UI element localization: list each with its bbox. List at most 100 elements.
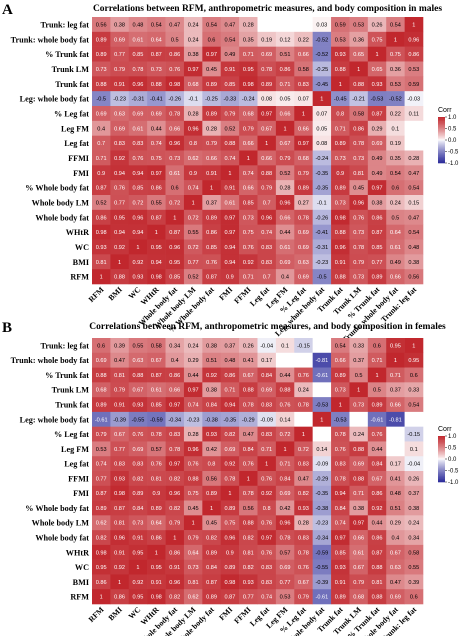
heatmap-cell: [110, 456, 130, 472]
cell-value-label: 0.57: [151, 447, 162, 453]
heatmap-cell: [202, 135, 222, 151]
cell-value-label: 0.76: [133, 156, 144, 162]
cell-value-label: 0.38: [114, 22, 125, 28]
heatmap-cell: [257, 224, 277, 240]
legend-colorbar-segment: [438, 129, 445, 132]
heatmap-cell: [331, 500, 350, 516]
heatmap-cell: [239, 165, 258, 181]
cell-value-label: 0.76: [353, 215, 364, 221]
cell-value-label: 0.48: [390, 491, 401, 497]
heatmap-cell: [239, 589, 258, 605]
column-tick-label: RFM: [87, 285, 106, 304]
cell-value-label: 0.71: [280, 82, 291, 88]
heatmap-cell: [110, 195, 130, 211]
cell-value-label: 0.9: [336, 171, 344, 177]
cell-value-label: 1: [357, 67, 360, 73]
heatmap-cell: [331, 46, 350, 62]
legend-colorbar-segment: [438, 125, 445, 127]
heatmap-cell: [92, 254, 111, 270]
cell-value-label: 0.88: [224, 141, 235, 147]
heatmap-cell: [183, 485, 203, 501]
heatmap-cell: [239, 180, 258, 196]
heatmap-cell: [239, 91, 258, 107]
heatmap-cell: [312, 135, 332, 151]
cell-value-label: 0.34: [169, 343, 180, 349]
heatmap-cell: [165, 239, 185, 255]
cell-value-label: 0.66: [169, 388, 180, 394]
row-tick-label: WC: [75, 243, 89, 252]
legend-colorbar-segment: [438, 144, 445, 147]
cell-value-label: 0.86: [96, 215, 107, 221]
heatmap-cell: [202, 397, 222, 413]
heatmap-cell: [165, 397, 185, 413]
heatmap-cell: [367, 269, 387, 285]
heatmap-cell: [239, 239, 258, 255]
heatmap-cell: [331, 382, 350, 398]
cell-value-label: 0.54: [206, 22, 217, 28]
heatmap-cell: [257, 471, 277, 487]
cell-value-label: 0.52: [96, 200, 107, 206]
cell-value-label: 0.94: [224, 260, 235, 266]
cell-value-label: -0.53: [334, 417, 347, 423]
heatmap-cell: [239, 471, 258, 487]
heatmap-cell: [294, 559, 313, 575]
heatmap-cell: [386, 559, 405, 575]
cell-value-label: -0.61: [315, 373, 328, 379]
cell-value-label: 1: [357, 388, 360, 394]
heatmap-cell: [165, 426, 185, 442]
cell-value-label: 0.93: [96, 245, 107, 251]
heatmap-cell: [202, 589, 222, 605]
heatmap-cell: [110, 589, 130, 605]
heatmap-cell: [165, 338, 185, 354]
cell-value-label: -0.38: [205, 417, 218, 423]
cell-value-label: 0.58: [151, 343, 162, 349]
legend-colorbar-segment: [438, 469, 445, 471]
heatmap-cell: [165, 485, 185, 501]
heatmap-cell: [404, 76, 424, 92]
cell-value-label: -0.24: [242, 97, 255, 103]
heatmap-cell: [275, 120, 295, 136]
cell-value-label: 0.45: [206, 67, 217, 73]
heatmap-cell: [312, 411, 332, 427]
heatmap-cell: [239, 61, 258, 77]
cell-value-label: 0.67: [114, 432, 125, 438]
cell-value-label: 0.55: [151, 200, 162, 206]
cell-value-label: 0.77: [188, 260, 199, 266]
cell-value-label: 0.17: [390, 462, 401, 468]
cell-value-label: 0.78: [169, 447, 180, 453]
cell-value-label: 0.47: [224, 22, 235, 28]
cell-value-label: 0.74: [96, 462, 107, 468]
heatmap-cell: [275, 91, 295, 107]
heatmap-cell: [92, 574, 111, 590]
heatmap-cell: [331, 120, 350, 136]
cell-value-label: 0.89: [335, 141, 346, 147]
heatmap-cell: [110, 180, 130, 196]
cell-value-label: 0.69: [353, 462, 364, 468]
heatmap-cell: [165, 411, 185, 427]
cell-value-label: 0.97: [224, 215, 235, 221]
cell-value-label: 0.89: [96, 52, 107, 58]
heatmap-cell: [275, 106, 295, 122]
cell-value-label: 0.65: [353, 52, 364, 58]
heatmap-cell: [183, 46, 203, 62]
cell-value-label: 0.98: [243, 82, 254, 88]
heatmap-cell: [312, 382, 332, 398]
heatmap-cell: [220, 559, 240, 575]
cell-value-label: 0.79: [353, 260, 364, 266]
cell-value-label: 0.94: [151, 260, 162, 266]
cell-value-label: 0.98: [151, 595, 162, 601]
cell-value-label: 0.89: [206, 595, 217, 601]
legend-colorbar-segment: [438, 459, 445, 461]
heatmap-cell: [367, 165, 387, 181]
legend-colorbar-segment: [438, 117, 445, 119]
legend-colorbar-segment: [438, 123, 445, 126]
cell-value-label: 0.72: [188, 245, 199, 251]
cell-value-label: 0.58: [408, 550, 419, 556]
legend-colorbar-segment: [438, 445, 445, 447]
cell-value-label: 0.64: [151, 37, 162, 43]
cell-value-label: 0.74: [261, 230, 272, 236]
heatmap-cell: [275, 31, 295, 47]
cell-value-label: 0.37: [224, 343, 235, 349]
heatmap-cell: [404, 352, 424, 368]
cell-value-label: 0.87: [224, 595, 235, 601]
